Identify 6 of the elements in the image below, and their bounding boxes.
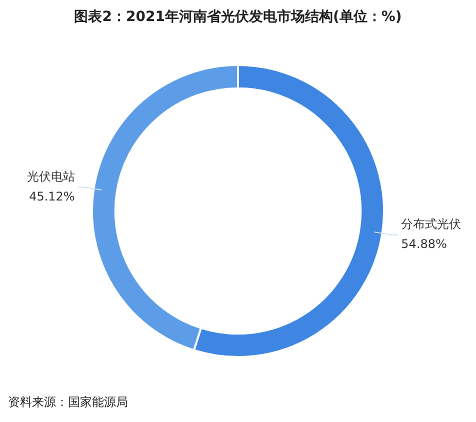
slice-label: 分布式光伏 xyxy=(401,216,462,231)
chart-title: 图表2：2021年河南省光伏发电市场结构(单位：%) xyxy=(73,8,403,26)
data-label: 45.12% xyxy=(29,189,75,204)
slice-label: 光伏电站 xyxy=(26,169,75,184)
text: 资料来源：国家能源局 xyxy=(8,394,128,411)
data-label: 54.88% xyxy=(401,236,447,251)
